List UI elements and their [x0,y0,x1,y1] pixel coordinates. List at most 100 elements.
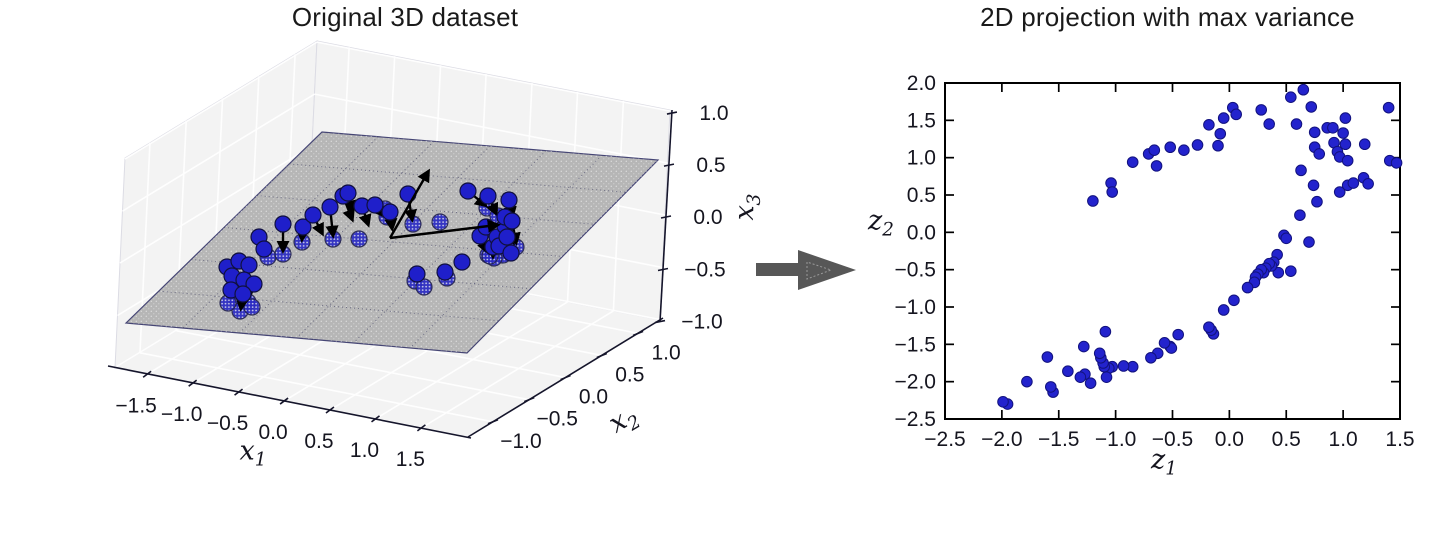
axis-line [659,109,673,323]
scatter-point [1228,294,1240,307]
pc-vector-arrow [389,219,501,240]
plane-gridline [256,195,595,225]
scatter-point [1106,186,1119,198]
tick-label: −1.0 [1095,428,1136,451]
tick-label: 0.5 [1272,428,1301,451]
plane-gridline [158,290,499,322]
scatter-point [1339,138,1352,151]
scatter-point [1341,154,1354,167]
tick-label: 0.0 [1215,428,1244,451]
projected-point [350,230,368,248]
data-point-3d [366,196,384,214]
scatter-point [1077,340,1090,353]
data-point-3d [408,265,426,283]
scatter-point [1145,351,1157,364]
tick-label: −0.5 [1152,428,1193,451]
x3-axis-label: x3 [728,193,766,221]
tick-mark [234,388,244,396]
scatter-point [1285,265,1297,277]
transform-arrow-svg [756,250,856,290]
tick-label: −1.0 [161,403,202,426]
pane-gridline [420,310,614,429]
tick-label: −1.5 [115,394,156,417]
scatter-point [1126,156,1139,168]
scatter-point [1263,118,1275,130]
tick-label: −2.5 [895,408,936,431]
data-point-3d [502,244,520,262]
tick-mark [371,415,380,423]
data-point-3d [304,206,322,224]
data-point-3d [399,185,417,203]
scatter-point [1164,141,1177,154]
data-point-3d [459,182,477,200]
tick-label: 1.5 [1385,428,1414,451]
tick-label: −0.5 [537,408,578,431]
scatter-point [1150,160,1163,172]
data-point-3d [479,187,497,205]
scatter-point [1339,112,1352,124]
tick-label: 1.0 [652,341,681,364]
plot3d-svg: −1.5 −1.0 −0.5 0.0 0.5 1.0 1.5−1.0−0.50.00.51.… [107,40,729,471]
data-point-3d [294,218,312,236]
tick-mark [279,397,289,405]
pane-gridline [119,145,313,264]
scatter-point [1044,381,1057,393]
scatter-point [1074,371,1087,383]
data-point-3d [500,191,518,209]
tick-label: −1.0 [895,296,936,319]
scatter-point [1217,112,1230,124]
tick-label: −1.0 [500,430,541,453]
scatter-point [1062,365,1074,378]
scatter-point [1217,304,1230,316]
scatter-point [1358,138,1371,151]
scatter-point [1311,195,1323,208]
scatter-point [1099,325,1112,338]
pane-gridline [176,329,530,401]
scatter-point [1308,126,1321,139]
scatter-point [1203,119,1215,131]
tick-label: −2.0 [895,371,936,394]
x1-axis-label: x1 [239,435,267,471]
scatter-point [1347,177,1360,189]
tick-mark [596,352,608,359]
scatter-point [997,396,1009,408]
tick-label: 0.5 [907,184,936,207]
tick-label: 1.0 [350,439,379,462]
scatter-point [1305,101,1318,113]
scatter-point [1307,179,1320,192]
data-point-3d [321,198,339,216]
scatter-point [1313,148,1326,160]
data-point-3d [381,203,399,221]
tick-label: 2.0 [907,72,936,95]
scatter-point [1212,139,1224,152]
scatter-point [1203,321,1215,333]
tick-label: 0.0 [907,221,936,244]
tick-mark [632,330,644,337]
z1-axis-label: z1 [1151,444,1177,480]
pane-gridline [316,41,671,112]
tick-label: 0.5 [615,363,644,386]
scatter-point [1333,186,1346,198]
pc-vector-arrow [388,168,430,239]
scatter-point [1303,236,1315,248]
scatter-point [1158,337,1171,349]
plot2d-title: 2D projection with max variance [980,2,1355,32]
scatter-point [1272,266,1285,279]
data-point-3d [255,240,273,258]
scatter-point [1337,127,1349,139]
data-point-3d [234,285,252,303]
scatter-point [1327,122,1339,134]
tick-mark [487,419,499,425]
data-point-3d [245,275,263,293]
tick-label: 0.5 [696,154,725,177]
scatter-point [1294,209,1306,221]
tick-label: 0.5 [304,430,333,453]
data-point-3d [339,184,357,202]
scatter-point [1241,281,1254,294]
scatter-point [1285,91,1297,103]
scatter-point [1255,104,1268,116]
scatter-point [1021,375,1033,388]
plane-gridline [353,150,547,344]
scatter-point [1297,83,1310,96]
scatter-point [1191,139,1204,151]
